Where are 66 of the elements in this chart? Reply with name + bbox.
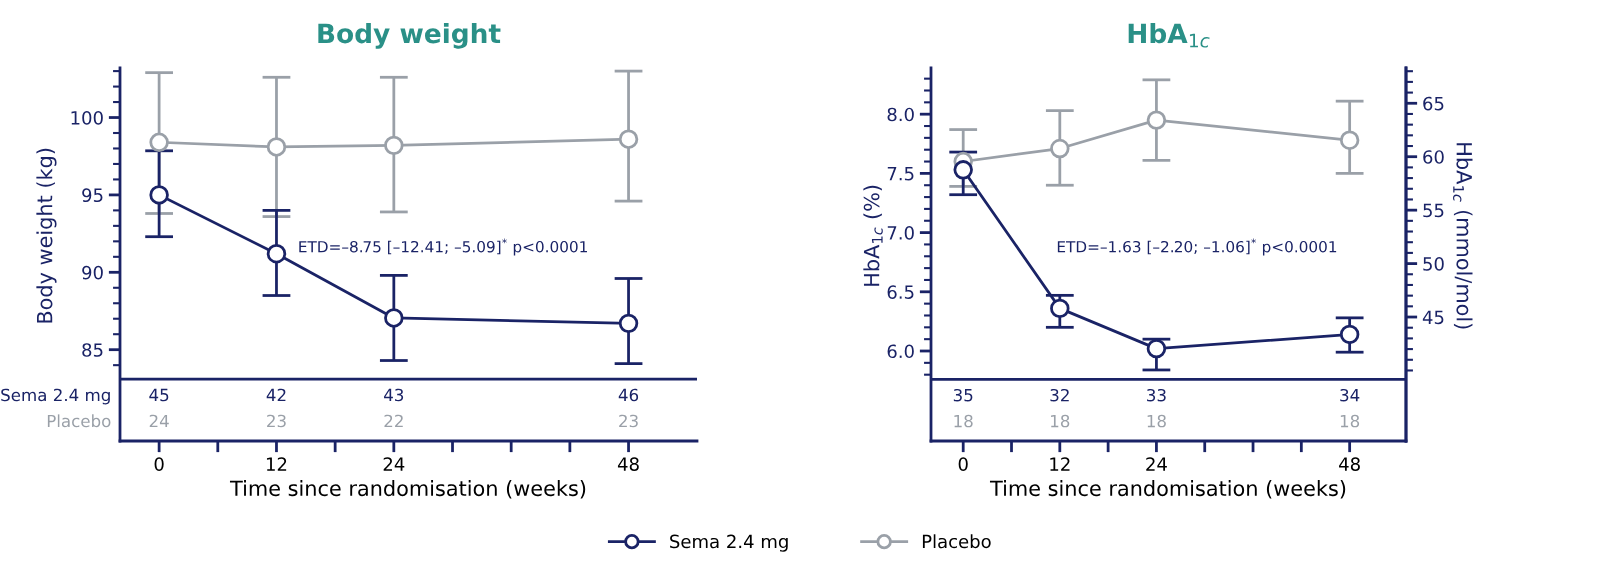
point xyxy=(384,308,404,328)
point xyxy=(1050,138,1070,159)
annotation: 23 xyxy=(619,414,638,428)
y2-tick-label: 65 xyxy=(1423,96,1444,111)
annotation: ETD=–8.75 [–12.41; –5.09]$^{*}$ p<0.0001 xyxy=(299,238,587,256)
point xyxy=(1146,110,1167,130)
annotation: 46 xyxy=(618,388,639,402)
y-axis-title: Body weight (kg) xyxy=(36,148,57,323)
legend-label: Placebo xyxy=(922,534,991,549)
text: Placebo xyxy=(47,414,111,428)
y-tick-label: 6.0 xyxy=(887,344,914,359)
y-tick-label: 7.5 xyxy=(887,167,914,181)
text: Sema 2.4 mg xyxy=(1,388,110,405)
point xyxy=(618,129,639,149)
annotation: 43 xyxy=(384,388,404,402)
y-tick-label: 95 xyxy=(82,188,103,203)
chart-title: Body weight xyxy=(318,22,501,49)
point xyxy=(953,160,973,180)
point xyxy=(1339,130,1360,150)
annotation: 23 xyxy=(267,414,286,428)
point xyxy=(384,135,404,156)
point xyxy=(149,132,169,153)
x-tick-label: 0 xyxy=(154,457,164,471)
x-axis-title: Time since randomisation (weeks) xyxy=(229,480,586,499)
annotation: 35 xyxy=(953,388,973,402)
annotation: 33 xyxy=(1147,388,1166,402)
x-tick-label: 24 xyxy=(383,457,405,471)
y-tick-label: 6.5 xyxy=(887,285,914,299)
y-tick-label: 7.0 xyxy=(887,226,914,240)
annotation: 45 xyxy=(149,388,169,402)
point xyxy=(618,313,639,334)
x-tick-label: 48 xyxy=(1339,457,1360,471)
point xyxy=(1050,298,1070,319)
chart-title: HbA$_{1c}$ xyxy=(1128,22,1210,48)
point xyxy=(266,137,287,157)
point xyxy=(1339,324,1360,345)
annotation: 42 xyxy=(266,388,286,402)
y-tick-label: 100 xyxy=(71,110,103,125)
annotation: 22 xyxy=(384,414,403,428)
annotation: 18 xyxy=(1147,414,1166,428)
y2-tick-label: 60 xyxy=(1423,150,1444,164)
y-tick-label: 90 xyxy=(82,265,103,280)
x-axis-title: Time since randomisation (weeks) xyxy=(989,480,1346,499)
point xyxy=(266,244,287,264)
annotation: 24 xyxy=(149,414,169,428)
y-axis-title: HbA$_{1c}$ (%) xyxy=(863,185,883,286)
annotation: ETD=–1.63 [–2.20; –1.06]$^{*}$ p<0.0001 xyxy=(1057,238,1337,256)
annotation: 18 xyxy=(954,414,973,428)
x-tick-label: 0 xyxy=(958,457,968,471)
x-tick-label: 12 xyxy=(1050,457,1070,471)
x-tick-label: 48 xyxy=(617,457,639,471)
x-tick-label: 12 xyxy=(266,457,287,471)
annotation: 18 xyxy=(1340,414,1360,428)
y-tick-label: 85 xyxy=(82,343,103,357)
legend-label: Sema 2.4 mg xyxy=(670,534,788,552)
y2-tick-label: 50 xyxy=(1423,257,1444,271)
y2-axis-title: HbA$_{1c}$ (mmol/mol) xyxy=(1453,143,1473,329)
y-tick-label: 8.0 xyxy=(887,107,914,122)
annotation: 34 xyxy=(1340,388,1360,402)
annotation: 18 xyxy=(1051,414,1070,428)
y2-tick-label: 45 xyxy=(1422,310,1444,325)
point xyxy=(1146,338,1167,359)
point xyxy=(149,185,169,205)
x-tick-label: 24 xyxy=(1146,457,1167,471)
y2-tick-label: 55 xyxy=(1423,203,1444,218)
annotation: 32 xyxy=(1050,388,1069,402)
